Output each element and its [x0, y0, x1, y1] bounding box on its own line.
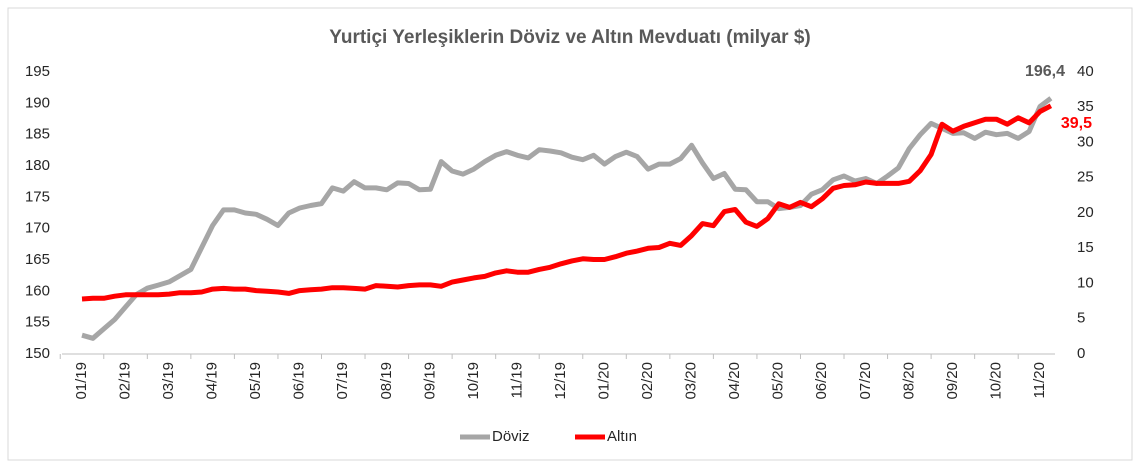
x-tick-label: 02/20	[639, 362, 656, 400]
x-tick-label: 10/19	[465, 362, 482, 400]
y2-tick-label: 20	[1077, 204, 1094, 221]
x-tick-label: 07/19	[334, 362, 351, 400]
y2-tick-label: 0	[1077, 345, 1085, 362]
chart-border	[7, 7, 1133, 461]
x-tick-label: 07/20	[857, 362, 874, 400]
x-tick-label: 10/20	[987, 362, 1004, 400]
y-tick-label: 180	[25, 157, 50, 174]
annotation: 196,4	[1025, 63, 1065, 80]
y-tick-label: 170	[25, 220, 50, 237]
x-tick-label: 09/19	[421, 362, 438, 400]
y-tick-label: 175	[25, 188, 50, 205]
y2-tick-label: 40	[1077, 63, 1094, 80]
y-tick-label: 155	[25, 314, 50, 331]
y-tick-label: 185	[25, 126, 50, 143]
x-tick-label: 11/19	[508, 362, 525, 398]
x-tick-label: 08/19	[378, 362, 395, 400]
x-tick-label: 08/20	[900, 362, 917, 400]
y-tick-label: 150	[25, 345, 50, 362]
x-tick-label: 01/20	[595, 362, 612, 400]
x-tick-label: 05/20	[770, 362, 787, 400]
x-tick-label: 04/19	[204, 362, 221, 400]
annotation: 39,5	[1061, 115, 1092, 132]
y-tick-label: 195	[25, 63, 50, 80]
y-tick-label: 165	[25, 251, 50, 268]
y2-tick-label: 15	[1077, 239, 1094, 256]
x-tick-label: 11/20	[1031, 362, 1048, 398]
x-tick-label: 09/20	[944, 362, 961, 400]
x-tick-label: 03/19	[160, 362, 177, 400]
x-tick-label: 03/20	[683, 362, 700, 400]
x-tick-label: 01/19	[73, 362, 90, 400]
y2-tick-label: 25	[1077, 169, 1094, 186]
x-tick-label: 05/19	[247, 362, 264, 400]
legend-label: Döviz	[492, 428, 530, 445]
chart-title: Yurtiçi Yerleşiklerin Döviz ve Altın Mev…	[329, 27, 811, 48]
x-tick-label: 02/19	[117, 362, 134, 400]
y2-tick-label: 10	[1077, 274, 1094, 291]
series-line	[81, 96, 1053, 341]
y-tick-label: 160	[25, 282, 50, 299]
y2-tick-label: 35	[1077, 98, 1094, 115]
x-tick-label: 04/20	[726, 362, 743, 400]
y2-tick-label: 30	[1077, 133, 1094, 150]
legend-label: Altın	[607, 428, 637, 445]
x-tick-label: 06/20	[813, 362, 830, 400]
y2-tick-label: 5	[1077, 310, 1085, 327]
x-tick-label: 06/19	[291, 362, 308, 400]
series-line	[81, 103, 1053, 302]
x-tick-label: 12/19	[552, 362, 569, 400]
y-tick-label: 190	[25, 94, 50, 111]
